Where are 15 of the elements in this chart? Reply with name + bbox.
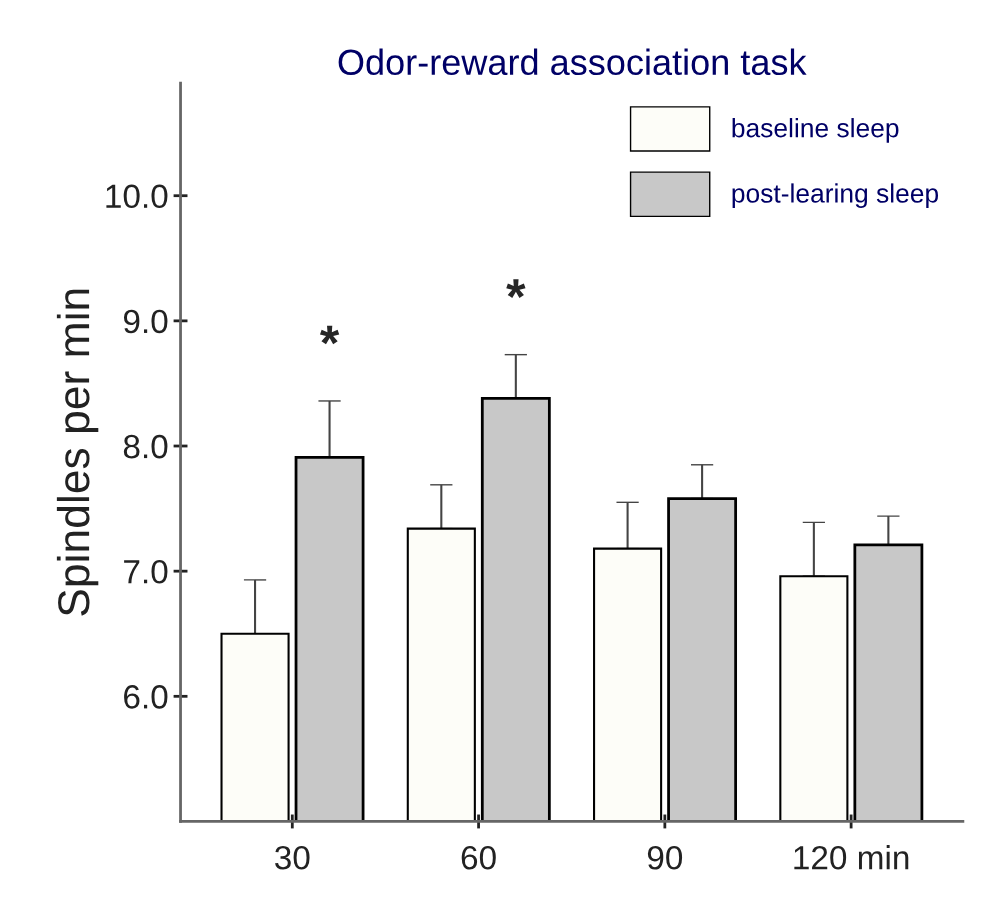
y-tick-label: 10.0 [106,184,168,209]
y-tick-label: 6.0 [124,685,168,709]
y-tick-label: 8.0 [123,434,168,459]
chart-title: Odor-reward association task [338,48,807,76]
legend-label: post-learing sleep [732,183,939,208]
y-axis-title: Spindles per min [56,289,99,616]
annotation: * [506,279,526,298]
y-tick-label: 7.0 [124,559,168,584]
x-tick-label: 30 [275,845,310,870]
x-tick-label: 120 min [794,845,909,870]
y-tick-label: 9.0 [123,309,168,334]
legend-label: baseline sleep [732,118,899,143]
x-tick-label: 60 [461,845,496,870]
x-tick-label: 90 [647,845,683,870]
annotation: * [319,325,340,345]
